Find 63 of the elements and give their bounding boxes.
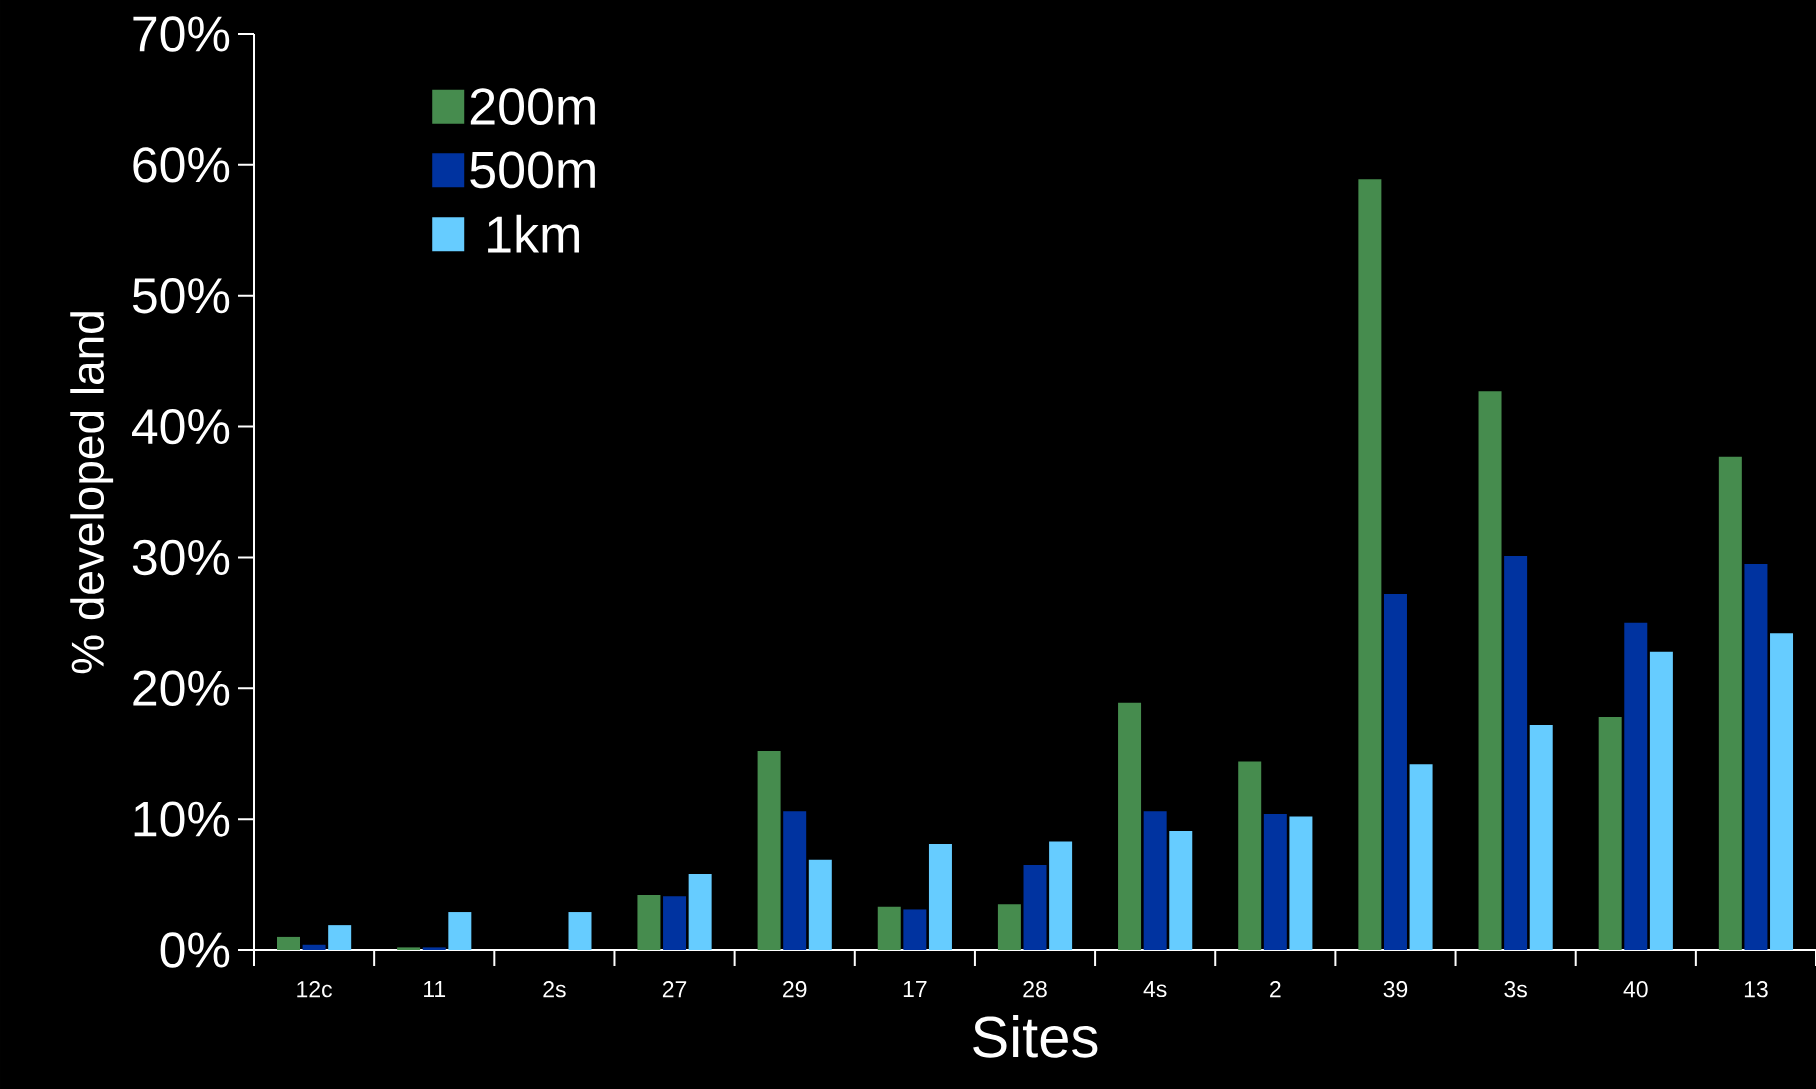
x-tick-label: 27 [662,981,687,998]
x-tick-label: 3s [1504,981,1527,998]
x-tick-label: 13 [1744,981,1768,998]
bar [276,936,300,950]
bar [1744,563,1768,950]
legend-label: 1km [488,214,579,253]
x-tick-label: 11 [424,981,446,997]
bar [1649,651,1673,950]
bar [663,896,687,950]
x-tick-label: 17 [903,981,927,997]
bar [302,944,326,950]
bar [1718,456,1742,950]
bar [568,912,592,950]
y-tick-label: 70% [133,16,230,52]
y-tick-label: 40% [132,408,230,445]
bar [1529,724,1553,950]
x-tick-label: 40 [1623,981,1648,998]
bar [1383,594,1407,950]
y-axis-title: % developed land [70,312,114,674]
legend-label: 200m [470,88,595,126]
x-tick-label: 2s [543,981,566,998]
bar [1289,816,1313,950]
y-tick-label: 20% [133,670,230,706]
y-tick-label: 60% [133,147,230,183]
bar [1624,622,1648,950]
y-tick-label: 30% [132,539,230,576]
x-tick-label: 39 [1383,981,1408,998]
bar [1358,179,1382,950]
bar [1023,864,1047,950]
bar [1478,391,1502,950]
y-tick-label: 10% [134,801,230,837]
bar [1049,841,1073,950]
bar [1263,813,1287,950]
bar [688,874,712,950]
bar [1770,633,1794,950]
bar [397,947,421,950]
x-tick-label: 4s [1143,981,1167,998]
y-tick-label: 0% [160,932,230,968]
x-tick-label: 2 [1270,981,1281,998]
legend-label: 500m [470,151,595,189]
bar [637,895,661,950]
bar [928,844,952,950]
bar [328,925,352,950]
bar [757,751,781,950]
bar [1169,830,1193,950]
bar [877,906,901,950]
bar [903,909,927,950]
bar [1238,761,1262,950]
bar [1143,811,1167,950]
x-tick-label: 28 [1023,981,1047,998]
bar [783,811,807,950]
bar [422,947,446,950]
bar [1118,702,1142,950]
bar [997,904,1021,950]
bar [448,912,472,950]
x-tick-label: 29 [783,981,807,998]
x-tick-label: 12c [297,981,332,998]
y-tick-label: 50% [132,278,230,314]
bar [1409,764,1433,950]
x-axis-title: Sites [973,1015,1098,1058]
bar [808,859,832,950]
bar [1598,717,1622,950]
bar [1504,556,1528,950]
